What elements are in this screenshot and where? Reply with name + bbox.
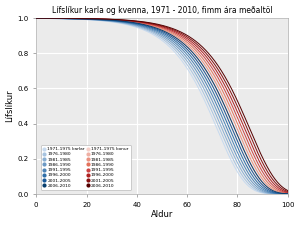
Title: Lífslíkur karla og kvenna, 1971 - 2010, fimm ára meðaltöl: Lífslíkur karla og kvenna, 1971 - 2010, … xyxy=(52,6,272,15)
Y-axis label: Lífslíkur: Lífslíkur xyxy=(6,90,15,122)
Legend: 1971-1975 karlar, 1976-1980, 1981-1985, 1986-1990, 1991-1995, 1996-2000, 2001-20: 1971-1975 karlar, 1976-1980, 1981-1985, … xyxy=(41,145,130,190)
X-axis label: Aldur: Aldur xyxy=(151,210,173,219)
